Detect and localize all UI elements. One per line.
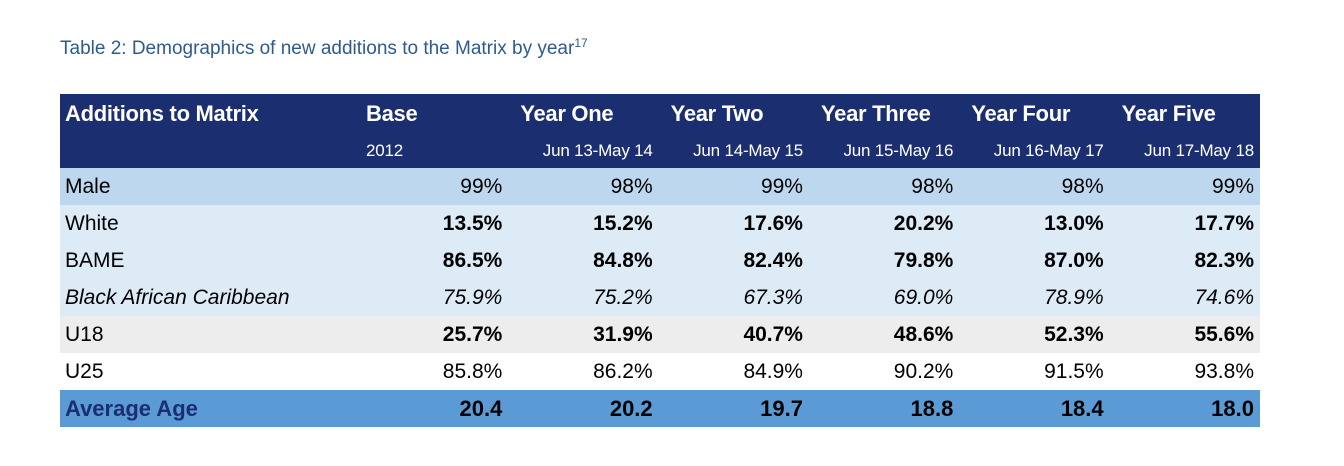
row-label: U25 [60, 353, 358, 390]
table-cell: 18.8 [808, 390, 960, 427]
table-cell: 75.9% [358, 279, 509, 316]
table-cell: 40.7% [658, 316, 809, 353]
table-row-bame: BAME 86.5% 84.8% 82.4% 79.8% 87.0% 82.3% [60, 242, 1260, 279]
period-header-year-one: Jun 13-May 14 [508, 134, 659, 168]
column-header-year-two: Year Two [658, 94, 809, 134]
row-label: Black African Caribbean [60, 279, 358, 316]
table-cell: 91.5% [959, 353, 1110, 390]
table-cell: 98% [808, 168, 960, 205]
row-label: White [60, 205, 358, 242]
table-cell: 78.9% [959, 279, 1110, 316]
table-row-male: Male 99% 98% 99% 98% 98% 99% [60, 168, 1260, 205]
table-cell: 52.3% [959, 316, 1110, 353]
table-cell: 99% [358, 168, 509, 205]
table-cell: 82.4% [658, 242, 809, 279]
column-header-year-five: Year Five [1109, 94, 1260, 134]
table-cell: 48.6% [808, 316, 960, 353]
table-row-average-age: Average Age 20.4 20.2 19.7 18.8 18.4 18.… [60, 390, 1260, 427]
header-title-row: Additions to Matrix Base Year One Year T… [60, 94, 1260, 134]
table-cell: 55.6% [1109, 316, 1260, 353]
row-label: U18 [60, 316, 358, 353]
period-header-year-three: Jun 15-May 16 [808, 134, 960, 168]
table-cell: 69.0% [808, 279, 960, 316]
table-cell: 19.7 [658, 390, 809, 427]
row-label: Average Age [60, 390, 358, 427]
table-cell: 99% [1109, 168, 1260, 205]
table-cell: 82.3% [1109, 242, 1260, 279]
period-header-blank [60, 134, 358, 168]
period-header-year-two: Jun 14-May 15 [658, 134, 809, 168]
table-cell: 84.9% [658, 353, 809, 390]
table-row-white: White 13.5% 15.2% 17.6% 20.2% 13.0% 17.7… [60, 205, 1260, 242]
table-cell: 90.2% [808, 353, 960, 390]
table-cell: 13.0% [959, 205, 1110, 242]
caption-footnote: 17 [574, 36, 588, 50]
row-label: BAME [60, 242, 358, 279]
table-cell: 20.2% [808, 205, 960, 242]
table-cell: 18.4 [959, 390, 1110, 427]
table-cell: 99% [658, 168, 809, 205]
table-cell: 86.5% [358, 242, 509, 279]
table-cell: 15.2% [508, 205, 659, 242]
period-header-year-four: Jun 16-May 17 [959, 134, 1110, 168]
table-cell: 17.7% [1109, 205, 1260, 242]
table-row-black-african-caribbean: Black African Caribbean 75.9% 75.2% 67.3… [60, 279, 1260, 316]
table-cell: 25.7% [358, 316, 509, 353]
column-header-year-one: Year One [508, 94, 659, 134]
period-header-base: 2012 [358, 134, 509, 168]
table-cell: 87.0% [959, 242, 1110, 279]
header-period-row: 2012 Jun 13-May 14 Jun 14-May 15 Jun 15-… [60, 134, 1260, 168]
table-cell: 67.3% [658, 279, 809, 316]
table-cell: 74.6% [1109, 279, 1260, 316]
column-header-year-three: Year Three [808, 94, 960, 134]
table-cell: 85.8% [358, 353, 509, 390]
column-header-base: Base [358, 94, 509, 134]
table-cell: 86.2% [508, 353, 659, 390]
table-cell: 17.6% [658, 205, 809, 242]
demographics-table: Additions to Matrix Base Year One Year T… [60, 94, 1260, 427]
table-row-u18: U18 25.7% 31.9% 40.7% 48.6% 52.3% 55.6% [60, 316, 1260, 353]
period-header-year-five: Jun 17-May 18 [1109, 134, 1260, 168]
table-cell: 98% [508, 168, 659, 205]
table-cell: 13.5% [358, 205, 509, 242]
table-cell: 20.2 [508, 390, 659, 427]
table-caption: Table 2: Demographics of new additions t… [60, 36, 588, 60]
column-header-additions: Additions to Matrix [60, 94, 358, 134]
table-cell: 20.4 [358, 390, 509, 427]
table-cell: 75.2% [508, 279, 659, 316]
table-cell: 98% [959, 168, 1110, 205]
table-cell: 18.0 [1109, 390, 1260, 427]
caption-text: Table 2: Demographics of new additions t… [60, 38, 575, 59]
table-row-u25: U25 85.8% 86.2% 84.9% 90.2% 91.5% 93.8% [60, 353, 1260, 390]
table-cell: 84.8% [508, 242, 659, 279]
table-cell: 93.8% [1109, 353, 1260, 390]
table-cell: 31.9% [508, 316, 659, 353]
table-cell: 79.8% [808, 242, 960, 279]
column-header-year-four: Year Four [959, 94, 1110, 134]
row-label: Male [60, 168, 358, 205]
